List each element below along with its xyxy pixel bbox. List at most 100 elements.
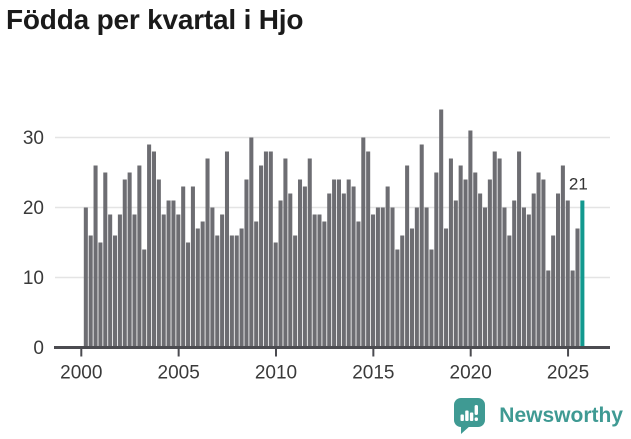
- bar: [482, 207, 488, 348]
- bar: [414, 207, 419, 348]
- bar: [346, 179, 351, 348]
- y-tick-label: 10: [23, 268, 44, 289]
- bar: [468, 130, 473, 348]
- bar: [210, 207, 215, 348]
- chart-title: Födda per kvartal i Hjo: [6, 4, 304, 35]
- bar: [521, 207, 526, 348]
- bar: [341, 193, 346, 348]
- bar: [375, 207, 380, 348]
- bar: [332, 179, 337, 348]
- bar: [161, 214, 166, 348]
- bar: [83, 207, 88, 348]
- bar: [297, 179, 303, 348]
- bar: [215, 235, 220, 348]
- bar: [205, 158, 210, 348]
- bar-chart: 2000 2005 2010 2015 2020 2025 0 10 20 30 21: [23, 109, 610, 384]
- bar: [517, 151, 522, 348]
- x-tick-label: 2005: [158, 363, 200, 384]
- x-tick-label: 2015: [352, 363, 394, 384]
- bar: [536, 172, 541, 348]
- bar: [108, 214, 113, 348]
- x-tick-label: 2020: [450, 363, 492, 384]
- bar: [361, 137, 366, 348]
- newsworthy-icon: [454, 398, 486, 434]
- bar: [512, 200, 517, 348]
- bar: [395, 249, 400, 348]
- bar: [526, 214, 531, 348]
- bar: [429, 249, 434, 348]
- bar: [234, 235, 239, 348]
- bar: [458, 165, 463, 348]
- bar: [259, 165, 264, 348]
- bar: [322, 221, 327, 348]
- bar: [551, 235, 556, 348]
- newsworthy-wordmark: Newsworthy: [499, 404, 623, 427]
- bar: [541, 179, 546, 348]
- bar: [88, 235, 93, 348]
- bar: [142, 249, 147, 348]
- bar: [497, 158, 502, 348]
- newsworthy-logo[interactable]: Newsworthy: [453, 397, 623, 435]
- bar: [195, 228, 200, 348]
- bar: [137, 165, 142, 348]
- bar: [283, 158, 288, 348]
- bar: [419, 144, 424, 348]
- bar: [444, 228, 449, 348]
- bar: [117, 214, 122, 348]
- bar: [565, 200, 570, 348]
- bar: [453, 200, 458, 348]
- bar: [278, 200, 283, 348]
- x-tick-label: 2010: [255, 363, 297, 384]
- bar: [380, 207, 385, 348]
- bar: [312, 214, 317, 348]
- bar: [463, 179, 468, 348]
- bar: [186, 242, 191, 348]
- bar: [390, 207, 395, 348]
- bar: [293, 235, 298, 348]
- bar: [254, 221, 259, 348]
- bar: [224, 151, 230, 348]
- bar: [492, 151, 497, 348]
- bar: [229, 235, 234, 348]
- bar: [132, 214, 137, 348]
- bar: [268, 151, 273, 348]
- bar: [239, 228, 244, 348]
- bar: [147, 144, 152, 348]
- bar: [93, 165, 98, 348]
- bar: [502, 207, 507, 348]
- bar: [336, 179, 341, 348]
- bar: [371, 214, 376, 348]
- bar: [122, 179, 127, 348]
- bar: [439, 109, 444, 348]
- bar: [448, 158, 453, 348]
- bar: [351, 186, 356, 348]
- bar: [546, 270, 551, 348]
- bar: [473, 172, 478, 348]
- bar: [244, 179, 249, 348]
- bar: [273, 242, 278, 348]
- bar: [127, 172, 132, 348]
- bar: [385, 186, 390, 348]
- bar: [302, 186, 307, 348]
- bar: [356, 221, 361, 348]
- bar: [288, 193, 293, 348]
- bar: [166, 200, 171, 348]
- bar: [151, 151, 156, 348]
- bar: [531, 193, 536, 348]
- bar: [156, 179, 161, 348]
- bar: [249, 137, 254, 348]
- bar: [317, 214, 322, 348]
- bar: [507, 235, 512, 348]
- bar: [103, 172, 108, 348]
- bar: [556, 193, 561, 348]
- bar: [176, 214, 181, 348]
- bar: [575, 228, 580, 348]
- bar: [200, 221, 205, 348]
- bar: [307, 158, 312, 348]
- bar: [327, 193, 332, 348]
- y-tick-label: 0: [33, 338, 44, 359]
- y-tick-label: 20: [23, 198, 44, 219]
- bar: [366, 151, 371, 348]
- bar: [171, 200, 176, 348]
